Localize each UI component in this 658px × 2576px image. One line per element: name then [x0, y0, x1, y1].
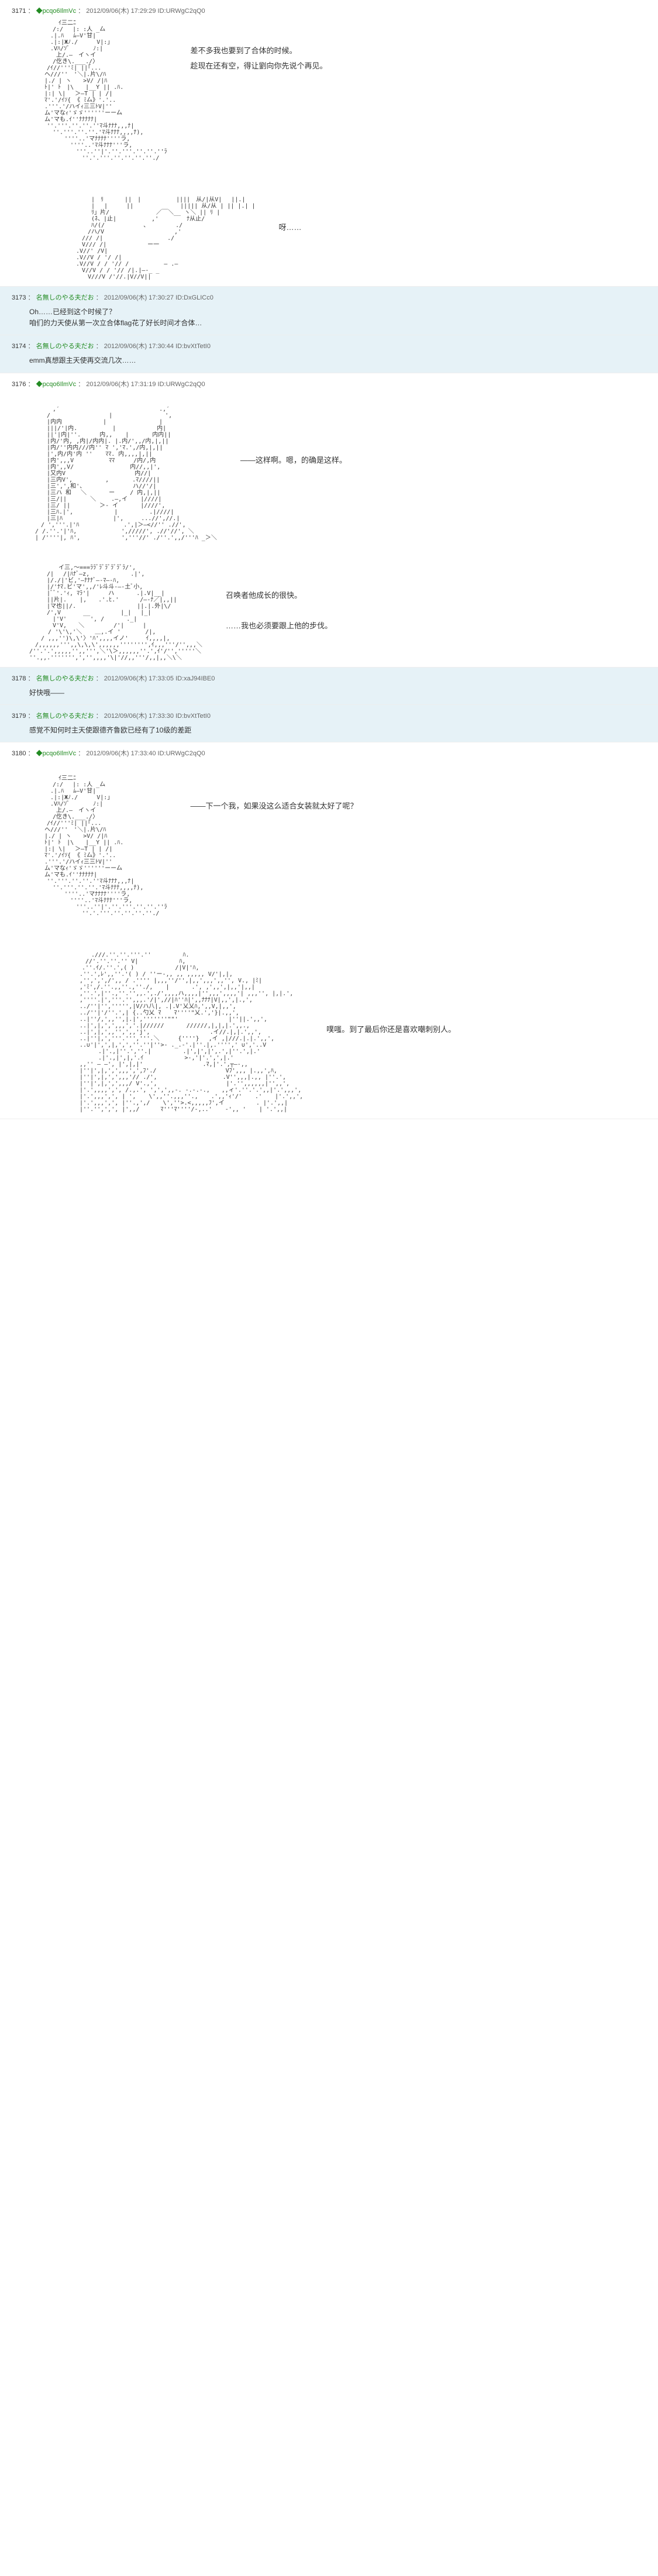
comment: 好快哦——	[12, 687, 646, 699]
post-id: ID:xaJ94IBE0	[175, 675, 215, 682]
post-header: 3179 ： 名無しのやる夫だお ： 2012/09/06(木) 17:33:3…	[12, 711, 646, 720]
post-num: 3178	[12, 675, 26, 682]
post-header: 3180 ： ◆pcqo6IlmVc ： 2012/09/06(木) 17:33…	[12, 748, 646, 758]
post-body: ,′ .,′ / | ', |内内 | | |||/'|内. | 内| ||'|…	[12, 406, 646, 541]
dialogue: 呀……	[279, 197, 302, 235]
post-name: 名無しのやる夫だお	[36, 713, 94, 720]
post: 3176 ： ◆pcqo6IlmVc ： 2012/09/06(木) 17:31…	[0, 373, 658, 668]
dialogue-line: 噗嗤。到了最后你还是喜欢嘲刺别人。	[326, 1022, 456, 1037]
post-id: ID:bvXtTetI0	[175, 713, 211, 720]
post: 3178 ： 名無しのやる夫だお ： 2012/09/06(木) 17:33:0…	[0, 668, 658, 705]
comment: emm真想跟主天使再交流几次……	[12, 355, 646, 366]
post-num: 3180	[12, 750, 26, 757]
post-date: 2012/09/06(木) 17:33:05	[104, 675, 174, 682]
post-name: ◆pcqo6IlmVc	[36, 750, 76, 757]
post-num: 3176	[12, 381, 26, 388]
post-date: 2012/09/06(木) 17:30:44	[104, 343, 174, 350]
dialogue-line: 差不多我也要到了合体的时候。	[191, 43, 328, 59]
dialogue-line: ——下一个我，如果没这么适合女装就太好了呢？	[191, 799, 358, 814]
post-header: 3173 ： 名無しのやる夫だお ： 2012/09/06(木) 17:30:2…	[12, 293, 646, 302]
ascii-figure: ｲ三二ﾆ /:/ |: :人 _厶 .|.ﾊ ﾑ―V'甘| .|:|Жﾉ./ V…	[29, 775, 167, 917]
ascii-figure: イ三,〜===ﾗﾗﾞﾗﾞﾗﾞﾗﾞﾗﾞﾗ/', /| /|ﾊﾅﾞ―z, .|', …	[29, 565, 202, 661]
post-id: ID:URWgC2qQ0	[158, 381, 205, 388]
comment: 感覚不知何时主天使跟德齐鲁欧已经有了10级的差距	[12, 725, 646, 736]
post-body: | ﾘ || | |||| 从/|从V| ||.| | | || ||||| 从…	[12, 197, 646, 280]
dialogue: 差不多我也要到了合体的时候。 趁现在还有空，得让劉向你先说个再见。	[191, 20, 328, 74]
dialogue: 噗嗤。到了最后你还是喜欢嘲刺别人。	[326, 952, 456, 1037]
post: 3179 ： 名無しのやる夫だお ： 2012/09/06(木) 17:33:3…	[0, 705, 658, 742]
ascii-figure: ,′ .,′ / | ', |内内 | | |||/'|内. | 内| ||'|…	[29, 406, 217, 541]
post-id: ID:DxGLICc0	[175, 294, 213, 301]
dialogue-line: 召唤者他成长的很快。	[226, 588, 332, 603]
post: 3174 ： 名無しのやる夫だお ： 2012/09/06(木) 17:30:4…	[0, 335, 658, 373]
ascii-figure: .///.''.''.'''.'' ﾊ. //'.''.''.'' V| ﾊ, …	[53, 952, 303, 1113]
comment: Oh……已经到这个时候了？ 咱们的力天使从第一次立合体flag花了好长时间才合体…	[12, 307, 646, 329]
ascii-figure: | ﾘ || | |||| 从/|从V| ||.| | | || ||||| 从…	[76, 197, 256, 280]
post-header: 3171 ： ◆pcqo6IlmVc ： 2012/09/06(木) 17:29…	[12, 6, 646, 15]
post-num: 3173	[12, 294, 26, 301]
post-name: 名無しのやる夫だお	[36, 343, 94, 350]
post-body: .///.''.''.'''.'' ﾊ. //'.''.''.'' V| ﾊ, …	[12, 952, 646, 1113]
dialogue-line: 趁现在还有空，得让劉向你先说个再见。	[191, 59, 328, 74]
post-date: 2012/09/06(木) 17:33:40	[86, 750, 156, 757]
post-header: 3176 ： ◆pcqo6IlmVc ： 2012/09/06(木) 17:31…	[12, 379, 646, 388]
post-num: 3174	[12, 343, 26, 350]
post-id: ID:URWgC2qQ0	[158, 750, 205, 757]
post-id: ID:URWgC2qQ0	[158, 8, 205, 15]
post-date: 2012/09/06(木) 17:33:30	[104, 713, 174, 720]
dialogue: ——下一个我，如果没这么适合女装就太好了呢？	[191, 775, 358, 814]
dialogue: 召唤者他成长的很快。 ……我也必须要跟上他的步伐。	[226, 565, 332, 634]
post: 3171 ： ◆pcqo6IlmVc ： 2012/09/06(木) 17:29…	[0, 0, 658, 287]
post-body: ｲ三二ﾆ /:/ |: :人 _厶 .|.ﾊ ﾑ―V'甘| .|:|Жﾉ./ V…	[12, 775, 646, 917]
post: 3173 ： 名無しのやる夫だお ： 2012/09/06(木) 17:30:2…	[0, 287, 658, 335]
post-header: 3174 ： 名無しのやる夫だお ： 2012/09/06(木) 17:30:4…	[12, 341, 646, 350]
post: 3180 ： ◆pcqo6IlmVc ： 2012/09/06(木) 17:33…	[0, 742, 658, 1119]
dialogue-line: 呀……	[279, 220, 302, 235]
dialogue-line: ——这样啊。嗯，的确是这样。	[240, 453, 347, 468]
dialogue-line: ……我也必须要跟上他的步伐。	[226, 618, 332, 634]
post-header: 3178 ： 名無しのやる夫だお ： 2012/09/06(木) 17:33:0…	[12, 673, 646, 683]
post-id: ID:bvXtTetI0	[175, 343, 211, 350]
post-body: ｲ三二ﾆ /:/ |: :人 _厶 .|.ﾊ ﾑ―V'甘| .|:|Жﾉ./ V…	[12, 20, 646, 161]
post-name: ◆pcqo6IlmVc	[36, 381, 76, 388]
post-date: 2012/09/06(木) 17:29:29	[86, 8, 156, 15]
post-name: ◆pcqo6IlmVc	[36, 8, 76, 15]
post-name: 名無しのやる夫だお	[36, 675, 94, 682]
post-num: 3179	[12, 713, 26, 720]
post-name: 名無しのやる夫だお	[36, 294, 94, 301]
post-date: 2012/09/06(木) 17:30:27	[104, 294, 174, 301]
post-num: 3171	[12, 8, 26, 15]
dialogue: ——这样啊。嗯，的确是这样。	[240, 406, 347, 468]
ascii-figure: ｲ三二ﾆ /:/ |: :人 _厶 .|.ﾊ ﾑ―V'甘| .|:|Жﾉ./ V…	[29, 20, 167, 161]
post-date: 2012/09/06(木) 17:31:19	[86, 381, 156, 388]
post-body: イ三,〜===ﾗﾗﾞﾗﾞﾗﾞﾗﾞﾗﾞﾗ/', /| /|ﾊﾅﾞ―z, .|', …	[12, 565, 646, 661]
